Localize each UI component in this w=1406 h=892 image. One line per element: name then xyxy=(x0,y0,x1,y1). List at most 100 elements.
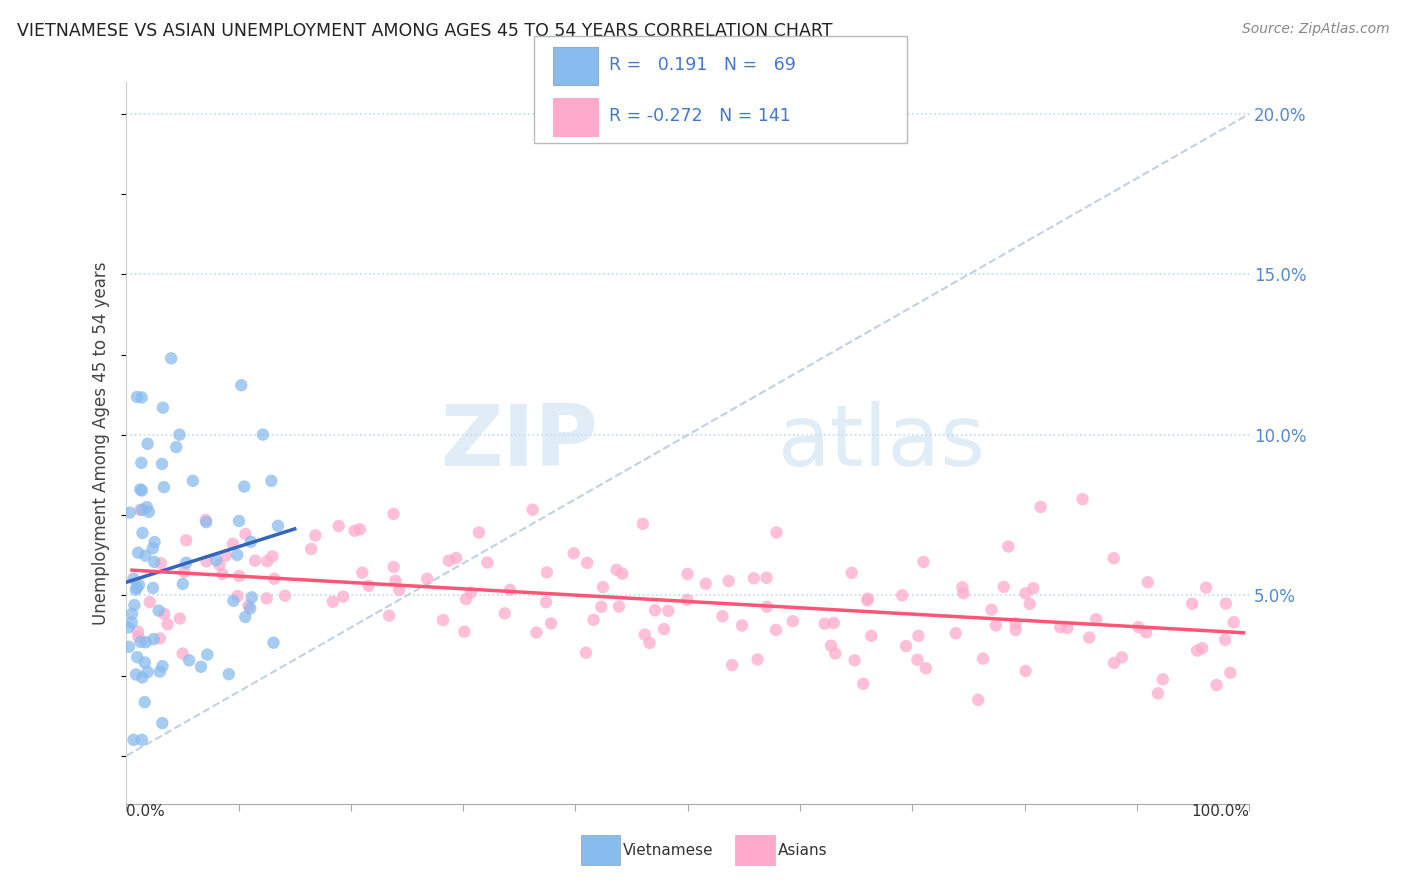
Point xyxy=(222,537,245,551)
Point xyxy=(127,630,149,644)
Point xyxy=(131,525,153,540)
Point xyxy=(352,566,374,580)
Point xyxy=(841,566,863,580)
Point xyxy=(1152,673,1174,687)
Point xyxy=(1205,678,1227,692)
Point xyxy=(228,569,250,583)
Point xyxy=(494,607,516,621)
Point xyxy=(695,576,717,591)
Point xyxy=(907,629,929,643)
Point xyxy=(138,505,160,519)
Text: ZIP: ZIP xyxy=(440,401,598,484)
Point xyxy=(129,483,152,497)
Point xyxy=(148,604,170,618)
Point xyxy=(322,595,344,609)
Point xyxy=(274,589,297,603)
Y-axis label: Unemployment Among Ages 45 to 54 years: Unemployment Among Ages 45 to 54 years xyxy=(93,261,110,624)
Point xyxy=(644,603,666,617)
Point xyxy=(152,401,174,415)
Point xyxy=(256,554,278,568)
Point xyxy=(1128,620,1150,634)
Point xyxy=(226,548,249,562)
Point xyxy=(195,648,218,662)
Point xyxy=(856,591,879,606)
Point xyxy=(388,582,411,597)
Point xyxy=(173,565,195,579)
Point xyxy=(1018,597,1040,611)
Point xyxy=(576,556,599,570)
Point xyxy=(149,556,172,570)
Point xyxy=(143,555,166,569)
Point xyxy=(136,437,159,451)
Point xyxy=(432,613,454,627)
Point xyxy=(134,695,156,709)
Point xyxy=(211,567,233,582)
Point xyxy=(118,506,141,520)
Point xyxy=(860,629,883,643)
Point xyxy=(382,560,405,574)
Point xyxy=(755,599,778,614)
Point xyxy=(165,440,187,454)
Point xyxy=(235,527,257,541)
Point xyxy=(134,656,156,670)
Point xyxy=(591,599,613,614)
Point xyxy=(143,535,166,549)
Text: Vietnamese: Vietnamese xyxy=(623,843,713,857)
Point xyxy=(824,647,846,661)
Point xyxy=(721,658,744,673)
Point xyxy=(1222,615,1244,630)
Point xyxy=(179,653,201,667)
Point xyxy=(160,351,183,366)
Point xyxy=(592,580,614,594)
Point xyxy=(134,549,156,563)
Point xyxy=(118,640,141,654)
Point xyxy=(129,635,152,649)
Point xyxy=(127,624,149,639)
Point xyxy=(169,611,191,625)
Point xyxy=(562,546,585,560)
Point xyxy=(218,667,240,681)
Point xyxy=(149,665,172,679)
Point xyxy=(1014,664,1036,678)
Point xyxy=(1078,631,1101,645)
Point xyxy=(499,582,522,597)
Point xyxy=(239,601,262,615)
Point xyxy=(1049,620,1071,634)
Point xyxy=(1135,625,1157,640)
Point xyxy=(131,483,153,498)
Point xyxy=(814,616,837,631)
Point xyxy=(907,653,929,667)
Point xyxy=(125,582,148,597)
Point xyxy=(174,556,197,570)
Point xyxy=(1004,616,1026,631)
Point xyxy=(267,518,290,533)
Point xyxy=(231,378,253,392)
Point xyxy=(891,588,914,602)
Point xyxy=(384,574,406,588)
Point xyxy=(1213,632,1236,647)
Point xyxy=(980,603,1002,617)
Point xyxy=(1029,500,1052,514)
Point xyxy=(136,665,159,679)
Point xyxy=(1102,656,1125,670)
Point xyxy=(125,667,148,681)
Text: Source: ZipAtlas.com: Source: ZipAtlas.com xyxy=(1241,22,1389,37)
Point xyxy=(844,653,866,667)
Point xyxy=(263,636,285,650)
Point xyxy=(208,558,231,572)
Point xyxy=(526,625,548,640)
Point xyxy=(993,580,1015,594)
Point xyxy=(243,554,266,568)
Point xyxy=(349,522,371,536)
Point xyxy=(233,479,256,493)
Point xyxy=(152,659,174,673)
Point xyxy=(117,620,139,634)
Point xyxy=(1014,586,1036,600)
Point xyxy=(256,591,278,606)
Point xyxy=(125,390,148,404)
Point xyxy=(233,610,256,624)
Point xyxy=(222,594,245,608)
Point xyxy=(1004,623,1026,637)
Point xyxy=(131,732,153,747)
Point xyxy=(912,555,935,569)
